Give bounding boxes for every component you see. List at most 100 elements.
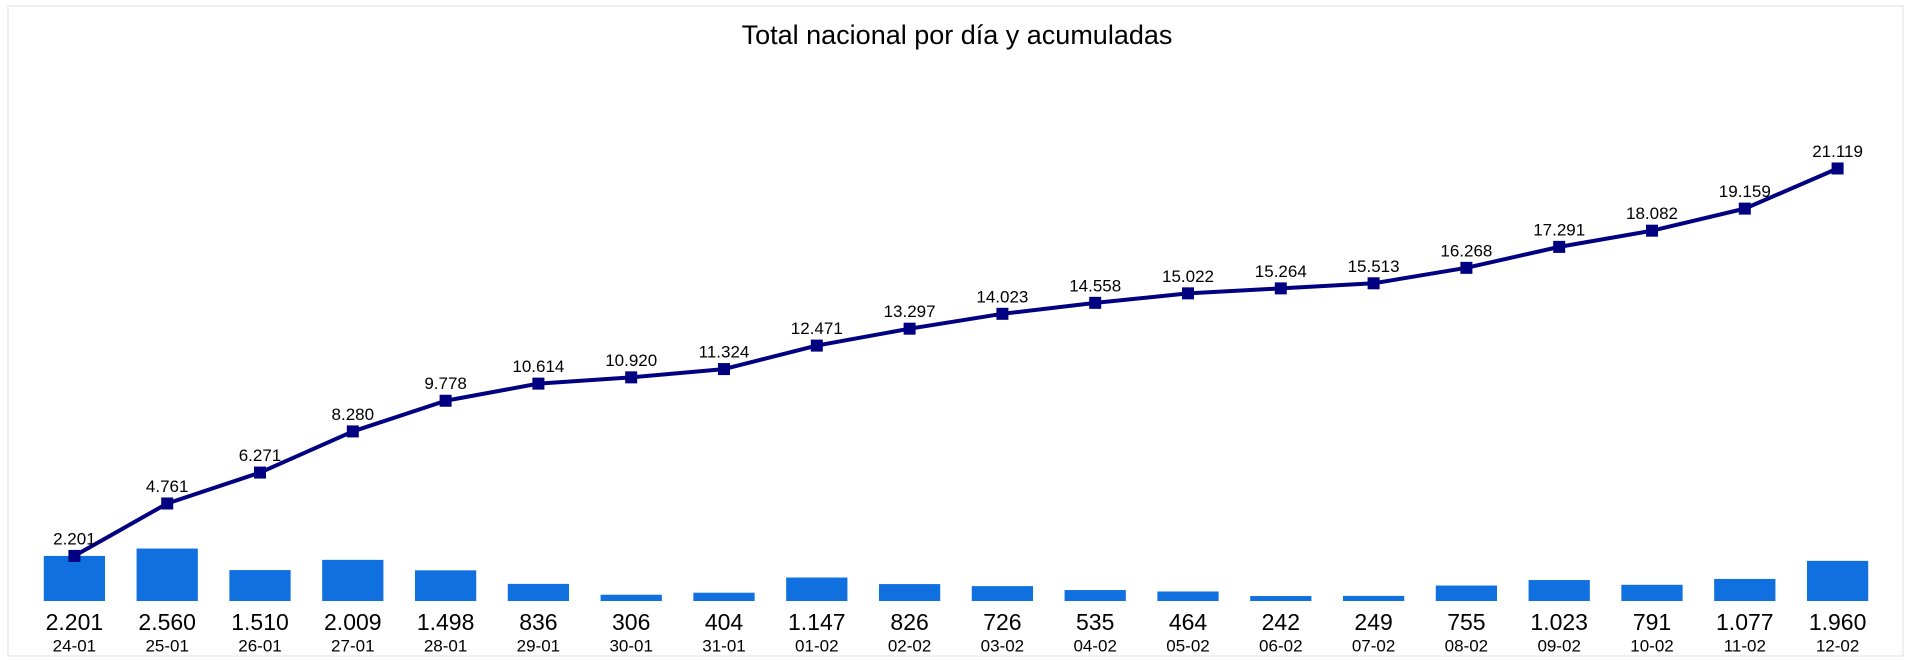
- line-value-label: 14.023: [976, 287, 1028, 306]
- bar: [1806, 560, 1869, 601]
- bar: [971, 586, 1034, 601]
- x-tick-label: 03-02: [981, 636, 1024, 655]
- x-tick-label: 09-02: [1537, 636, 1580, 655]
- line-marker: [254, 466, 266, 479]
- bar: [1250, 596, 1312, 601]
- x-tick-label: 12-02: [1816, 636, 1859, 655]
- line-marker: [1646, 224, 1658, 237]
- bar: [1528, 580, 1590, 601]
- line-marker: [996, 307, 1009, 320]
- x-tick-label: 26-01: [238, 636, 281, 655]
- bar-value-label: 755: [1447, 609, 1485, 635]
- line-value-label: 15.264: [1255, 262, 1307, 281]
- line: [73, 166, 1839, 558]
- line-value-label: 18.082: [1626, 204, 1678, 223]
- x-tick-label: 07-02: [1352, 636, 1395, 655]
- line-value-label: 13.297: [884, 302, 936, 321]
- line-marker: [1460, 261, 1473, 274]
- line-marker: [68, 549, 81, 562]
- line-marker: [625, 371, 638, 384]
- bar: [1621, 584, 1683, 601]
- bar-value-label: 535: [1076, 609, 1114, 635]
- x-tick-label: 05-02: [1166, 636, 1209, 655]
- bar-value-label: 306: [612, 609, 650, 635]
- line-value-label: 21.119: [1812, 142, 1863, 161]
- line-value-label: 15.022: [1162, 267, 1214, 286]
- x-tick-label: 10-02: [1630, 636, 1673, 655]
- line-value-label: 17.291: [1533, 220, 1585, 239]
- bar: [600, 594, 662, 601]
- bar: [878, 584, 941, 601]
- x-tick-label: 29-01: [517, 636, 560, 655]
- x-tick-label: 30-01: [609, 636, 652, 655]
- bar: [1435, 585, 1498, 601]
- line-marker: [1367, 277, 1380, 290]
- line-marker: [532, 377, 545, 390]
- bar: [786, 577, 848, 601]
- line-marker: [1831, 162, 1844, 175]
- bar: [1714, 578, 1776, 601]
- chart-title: Total nacional por día y acumuladas: [742, 20, 1173, 50]
- bar: [136, 548, 198, 601]
- x-tick-label: 24-01: [53, 636, 96, 655]
- line-value-label: 6.271: [239, 446, 282, 465]
- x-tick-label: 02-02: [888, 636, 931, 655]
- line-marker: [1553, 240, 1566, 253]
- line-value-label: 14.558: [1069, 276, 1121, 295]
- line-marker: [1738, 202, 1751, 215]
- line-marker: [346, 425, 359, 438]
- line-value-label: 4.761: [146, 477, 189, 496]
- line-marker: [718, 363, 730, 376]
- bar-value-label: 1.510: [231, 609, 289, 635]
- x-tick-label: 28-01: [424, 636, 467, 655]
- line-marker: [1182, 287, 1194, 300]
- bar: [693, 592, 755, 601]
- line-marker: [161, 497, 174, 510]
- line-marker: [810, 339, 823, 352]
- bar-value-label: 1.023: [1530, 609, 1588, 635]
- bar: [1064, 590, 1126, 601]
- x-tick-label: 08-02: [1445, 636, 1488, 655]
- line-value-label: 11.324: [699, 343, 750, 362]
- line-value-label: 19.159: [1719, 182, 1771, 201]
- bar-value-label: 791: [1633, 609, 1671, 635]
- bar-value-label: 1.077: [1716, 609, 1774, 635]
- line-marker: [1274, 282, 1287, 295]
- bar: [322, 559, 384, 601]
- x-tick-label: 27-01: [331, 636, 374, 655]
- line-value-label: 16.268: [1440, 241, 1492, 260]
- line-value-label: 10.614: [512, 357, 564, 376]
- line-value-label: 15.513: [1348, 257, 1400, 276]
- line-value-label: 8.280: [332, 405, 375, 424]
- line-marker: [903, 322, 916, 335]
- bar-value-label: 464: [1169, 609, 1208, 635]
- bar-value-label: 826: [890, 609, 928, 635]
- line-value-label: 2.201: [53, 529, 96, 548]
- bar-value-label: 836: [519, 609, 557, 635]
- bar: [1157, 591, 1219, 601]
- bar: [229, 570, 291, 601]
- x-tick-label: 11-02: [1724, 636, 1766, 655]
- x-tick-label: 06-02: [1259, 636, 1302, 655]
- bar-value-label: 404: [705, 609, 744, 635]
- bar: [414, 570, 477, 601]
- line-value-label: 10.920: [605, 351, 657, 370]
- bar-value-label: 1.960: [1809, 609, 1867, 635]
- x-tick-label: 25-01: [145, 636, 188, 655]
- bar-value-label: 2.009: [324, 609, 382, 635]
- bar: [1342, 595, 1405, 601]
- bar-value-label: 1.147: [788, 609, 846, 635]
- bar-value-label: 249: [1354, 609, 1392, 635]
- bar: [43, 555, 106, 601]
- bar-value-label: 2.201: [46, 609, 104, 635]
- line-value-label: 12.471: [791, 319, 843, 338]
- bar: [507, 583, 570, 601]
- line-marker: [439, 394, 452, 407]
- bar-value-label: 1.498: [417, 609, 475, 635]
- line-value-label: 9.778: [424, 374, 467, 393]
- bar-value-label: 726: [983, 609, 1021, 635]
- bar-value-label: 242: [1262, 609, 1300, 635]
- x-tick-label: 01-02: [795, 636, 838, 655]
- x-tick-label: 04-02: [1073, 636, 1116, 655]
